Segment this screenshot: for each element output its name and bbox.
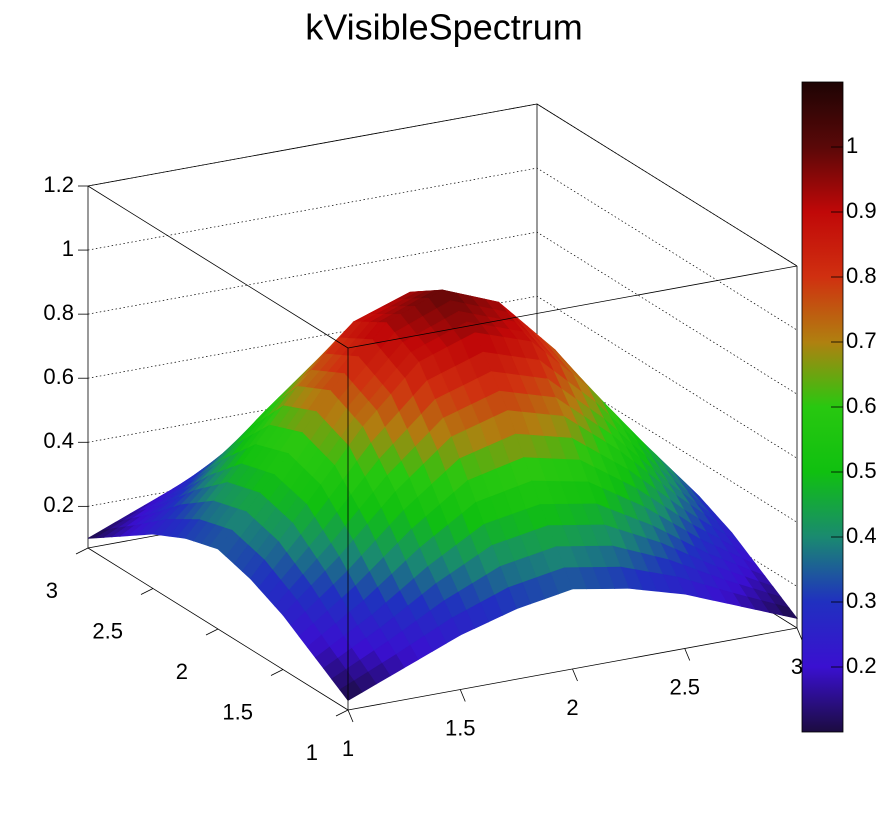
box-edge [347, 265, 798, 349]
x-tick-label: 3 [791, 654, 803, 679]
z-tick-label: 0.4 [43, 428, 74, 453]
y-tick-label: 3 [46, 578, 58, 603]
color-tick-label: 0.4 [846, 523, 877, 548]
box-edge [87, 185, 349, 349]
x-tick-label: 1 [342, 736, 354, 761]
color-tick-label: 1 [846, 133, 858, 158]
color-tick-label: 0.3 [846, 588, 877, 613]
color-tick-label: 0.5 [846, 458, 877, 483]
x-tick-label: 1.5 [445, 715, 476, 740]
color-tick-label: 0.7 [846, 328, 877, 353]
z-tick-label: 0.2 [43, 492, 74, 517]
y-tick-label: 1.5 [222, 699, 253, 724]
chart-title: kVisibleSpectrum [305, 7, 582, 48]
box-edge [87, 103, 538, 187]
y-tick [75, 547, 89, 555]
x-tick [684, 648, 691, 661]
surface [87, 289, 798, 701]
z-tick-label: 1 [62, 236, 74, 261]
y-tick [205, 628, 219, 636]
x-tick-label: 2.5 [669, 674, 700, 699]
z-tick-label: 1.2 [43, 172, 74, 197]
x-tick-label: 2 [566, 695, 578, 720]
y-tick-label: 2 [176, 659, 188, 684]
color-tick-label: 0.9 [846, 198, 877, 223]
color-tick-label: 0.6 [846, 393, 877, 418]
color-tick-label: 0.8 [846, 263, 877, 288]
y-tick [335, 709, 349, 717]
surface-patch [339, 680, 363, 701]
x-tick [459, 689, 466, 702]
x-tick [796, 627, 803, 641]
y-tick-label: 2.5 [92, 618, 123, 643]
z-tick-label: 0.6 [43, 364, 74, 389]
color-tick-label: 0.2 [846, 653, 877, 678]
y-tick-label: 1 [306, 740, 318, 765]
y-tick [270, 669, 284, 676]
z-tick-label: 0.8 [43, 300, 74, 325]
x-tick [572, 668, 578, 682]
y-tick [140, 588, 154, 595]
x-tick [347, 709, 354, 723]
box-edge [536, 103, 798, 267]
